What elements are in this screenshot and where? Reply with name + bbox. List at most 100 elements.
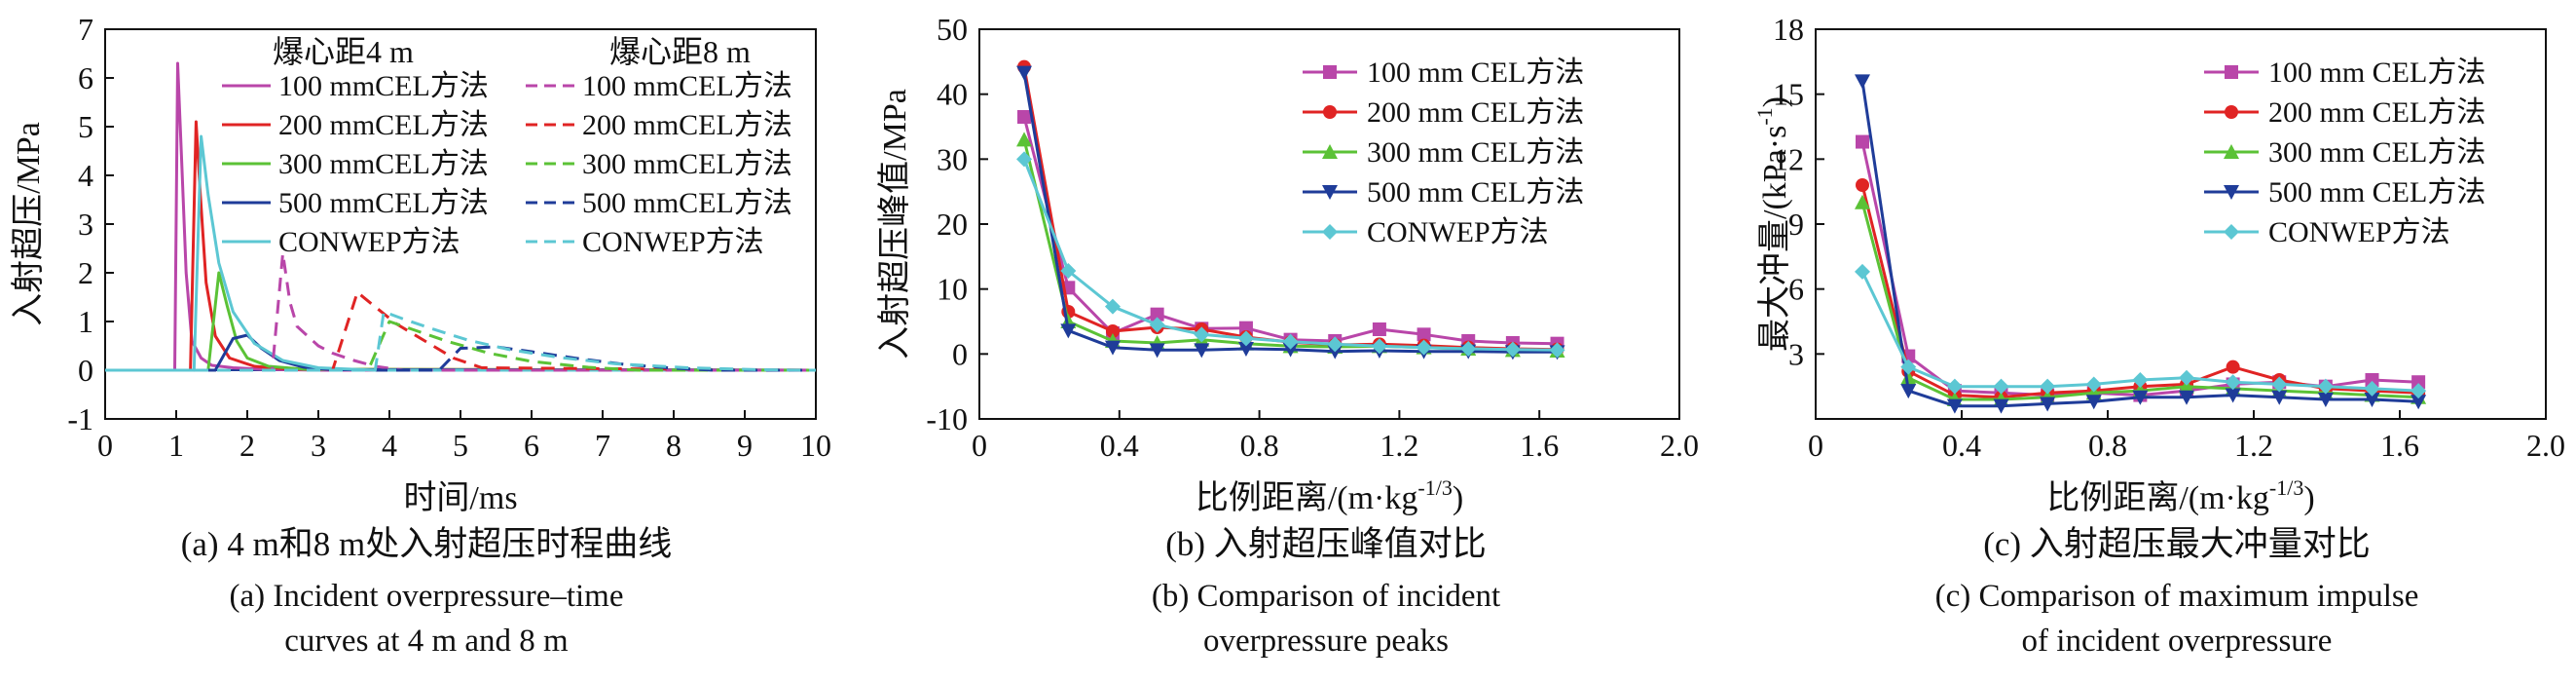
x-tick-label: 0: [97, 428, 113, 463]
data-point: [1105, 324, 1120, 338]
data-point: [2271, 390, 2288, 405]
data-point: [2364, 393, 2380, 407]
caption-cn: (a) 4 m和8 m处入射超压时程曲线: [181, 525, 673, 563]
data-point: [2317, 378, 2334, 395]
legend-header: 爆心距8 m: [609, 34, 751, 69]
x-tick-label: 1.6: [1520, 428, 1559, 463]
x-tick-label: 0.4: [1942, 428, 1981, 463]
y-tick-label: 12: [1773, 141, 1804, 176]
x-axis-label-end: ): [1453, 480, 1463, 516]
data-point: [2365, 373, 2379, 387]
data-point: [1282, 333, 1299, 350]
legend-label: 200 mm CEL方法: [2268, 96, 2485, 129]
data-point: [1149, 317, 1165, 333]
data-point: [1504, 341, 1521, 358]
data-point: [1194, 326, 1210, 343]
x-axis-label: 比例距离/(m·kg-1/3): [1196, 475, 1463, 516]
data-point: [1993, 398, 2009, 414]
series-line-8: [105, 345, 816, 372]
x-axis-label-main: 比例距离/(m·kg: [2046, 479, 2269, 516]
data-point: [2132, 390, 2149, 405]
data-point: [1149, 343, 1165, 359]
legend-marker: [1322, 224, 1338, 240]
legend-marker: [2224, 224, 2239, 240]
data-point: [1372, 322, 1386, 336]
caption-en-line1: (a) Incident overpressure–time: [230, 579, 624, 614]
legend-label: 300 mm CEL方法: [2268, 136, 2485, 169]
y-axis-label-end: ): [1757, 96, 1793, 107]
data-point: [2364, 380, 2380, 397]
legend-marker: [1323, 105, 1337, 119]
y-axis-label: 入射超压峰值/MPa: [876, 89, 913, 359]
x-tick-label: 1.2: [1380, 428, 1418, 463]
y-tick-label: 50: [937, 12, 968, 47]
data-point: [1900, 384, 1917, 399]
data-point: [1549, 342, 1565, 359]
x-tick-label: 10: [800, 428, 831, 463]
series-line-4: [105, 134, 816, 372]
legend-marker: [2225, 65, 2238, 79]
legend-label: 500 mmCEL方法: [278, 187, 489, 219]
legend-label: 100 mmCEL方法: [278, 70, 489, 102]
x-tick-label: 1.2: [2234, 428, 2273, 463]
data-point: [1855, 74, 1870, 90]
series-line-2: [105, 271, 817, 372]
x-tick-label: 0.8: [2088, 428, 2127, 463]
legend-label: 500 mm CEL方法: [2268, 176, 2485, 208]
legend-label: 200 mmCEL方法: [278, 109, 489, 141]
y-tick-label: 0: [78, 353, 93, 388]
data-point: [2225, 374, 2241, 391]
caption-cn: (c) 入射超压最大冲量对比: [1983, 525, 2371, 563]
data-point: [1416, 339, 1432, 356]
data-point: [2040, 378, 2056, 395]
legend-label: 500 mmCEL方法: [582, 187, 792, 219]
y-tick-label: 30: [937, 141, 968, 176]
y-tick-label: 18: [1773, 12, 1804, 47]
x-axis-label-sup: -1/3: [1417, 475, 1452, 500]
data-point: [1104, 298, 1121, 315]
legend-marker: [2225, 105, 2238, 119]
legend-header: 爆心距4 m: [273, 34, 414, 69]
y-tick-label: 6: [78, 60, 93, 95]
y-axis-label-main: 最大冲量/(kPa·s: [1756, 126, 1793, 352]
legend-label: 500 mm CEL方法: [1367, 176, 1584, 208]
data-point: [1900, 369, 1917, 385]
y-tick-label: 2: [78, 255, 93, 290]
data-point: [2085, 376, 2102, 393]
data-point: [1946, 378, 1963, 395]
x-tick-label: 8: [666, 428, 681, 463]
x-tick-label: 3: [311, 428, 326, 463]
data-point: [1060, 263, 1077, 279]
data-point: [2085, 395, 2102, 410]
data-point: [1017, 110, 1032, 124]
y-tick-label: 15: [1773, 77, 1804, 112]
x-tick-label: 6: [524, 428, 539, 463]
x-tick-label: 0.8: [1240, 428, 1279, 463]
y-tick-label: 6: [1788, 272, 1804, 307]
y-tick-label: 0: [952, 336, 968, 371]
caption-en-line1: (b) Comparison of incident: [1152, 579, 1500, 614]
caption-cn: (b) 入射超压峰值对比: [1165, 525, 1487, 563]
data-point: [2226, 359, 2240, 374]
data-point: [1016, 65, 1033, 81]
legend-label: 200 mm CEL方法: [1367, 96, 1584, 129]
legend-label: 300 mmCEL方法: [278, 148, 489, 180]
data-point: [1371, 338, 1387, 355]
y-tick-label: 7: [78, 12, 93, 47]
x-tick-label: 1: [168, 428, 184, 463]
data-point: [1282, 342, 1299, 358]
y-tick-label: -10: [926, 401, 968, 436]
legend-label: CONWEP方法: [1367, 216, 1549, 248]
data-point: [1946, 398, 1963, 414]
x-tick-label: 9: [737, 428, 753, 463]
data-point: [1460, 341, 1477, 357]
data-point: [1060, 323, 1077, 339]
y-tick-label: 10: [937, 272, 968, 307]
chart-panel-b: 0 0.4 0.8 1.2 1.6 2.0-1001020304050比例距离/(m·kg…: [876, 12, 1699, 659]
data-point: [2179, 378, 2194, 394]
data-point: [2179, 369, 2194, 386]
x-tick-label: 0.4: [1100, 428, 1139, 463]
legend-marker: [2224, 185, 2239, 200]
y-tick-label: 1: [78, 304, 93, 339]
